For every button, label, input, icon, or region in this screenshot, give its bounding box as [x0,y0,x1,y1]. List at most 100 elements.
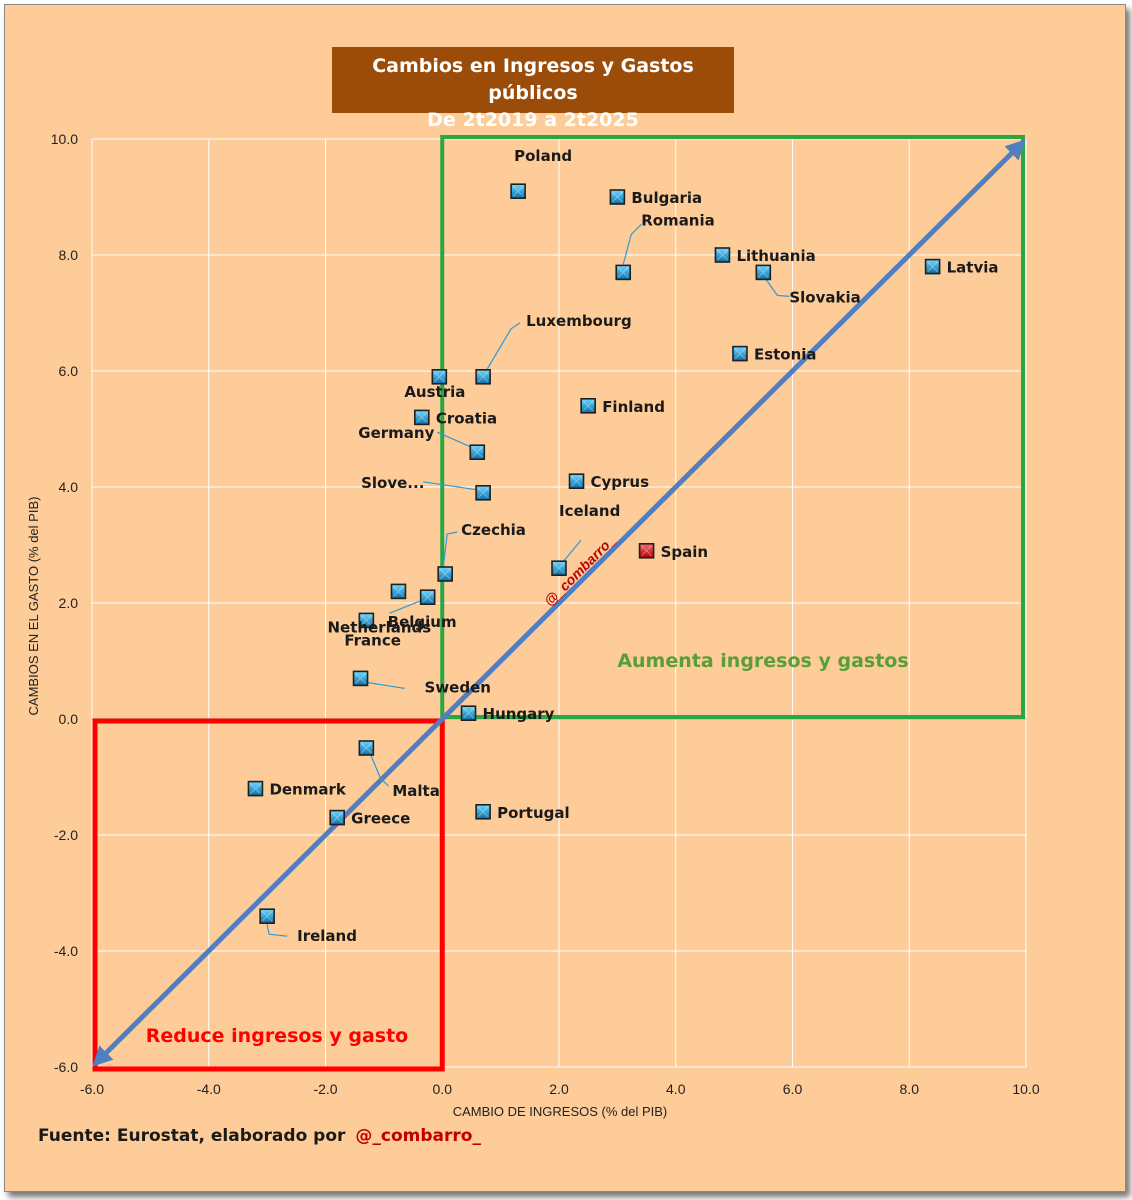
leader-line [423,481,478,491]
x-tick-label: 6.0 [783,1081,803,1097]
diagonal-arrow [92,139,1026,1067]
point-label: Belgium [388,613,457,631]
point-marker-bevel [477,371,489,383]
point-marker-bevel [717,249,728,261]
y-tick-label: 2.0 [59,595,79,611]
point-marker [329,809,345,826]
leader-line [389,600,420,614]
point-marker-bevel [393,586,404,597]
y-tick-label: -2.0 [54,827,78,843]
point-marker-bevel [471,446,483,458]
y-axis-title: CAMBIOS EN EL GASTO (% del PIB) [26,497,41,716]
point-marker [437,566,453,582]
source-text: Fuente: Eurostat, elaborado por [38,1126,346,1146]
point-label: Germany [358,424,434,442]
data-point [638,542,655,559]
data-point [475,368,491,385]
author-handle: @_combarro_ [355,1126,481,1146]
point-marker [580,397,596,414]
point-label: Lithuania [736,247,815,265]
x-tick-label: 0.0 [433,1081,453,1097]
data-point [414,409,430,426]
point-marker [475,484,491,501]
point-marker [259,908,275,925]
leader-line [442,531,458,569]
point-label: Malta [392,782,439,800]
point-marker-bevel [927,261,938,272]
point-label: Latvia [947,259,999,277]
point-label: Slovakia [789,288,860,306]
data-point [259,908,275,925]
point-label: Slove... [361,474,424,492]
point-label: Denmark [269,781,346,799]
y-tick-label: 8.0 [59,247,79,263]
y-tick-label: -4.0 [54,943,78,959]
data-point [714,247,731,263]
point-label: Poland [514,147,572,165]
point-marker-bevel [477,487,489,499]
data-point [419,589,436,606]
point-label: Romania [641,211,715,229]
point-marker [247,780,264,797]
point-marker [615,264,632,281]
point-marker-bevel [355,673,366,684]
data-point [247,780,264,797]
data-point [431,368,448,385]
point-marker [568,473,585,490]
data-point [924,258,941,275]
data-points [247,183,941,925]
data-point [475,803,491,820]
point-label: Luxembourg [526,312,632,330]
point-marker-bevel [433,371,445,383]
leader-line [622,223,642,265]
leader-line [366,681,405,689]
point-marker-bevel [641,545,652,557]
x-tick-label: -4.0 [197,1081,221,1097]
point-label: Greece [351,810,410,828]
y-tick-label: 4.0 [59,479,79,495]
point-marker [714,247,731,263]
chart-subtitle: De 2t2019 a 2t2025 [427,109,639,131]
data-point [469,444,486,461]
point-label: Cyprus [591,473,650,491]
axis-ticks: -6.0 -4.0 -2.0 0.0 2.0 4.0 6.0 8.0 10.0 -6.0 -4.0 -… [51,131,1040,1097]
point-label: Bulgaria [631,189,702,207]
point-label: Ireland [297,927,357,945]
point-marker-bevel [416,412,428,423]
leader-line [485,322,521,372]
y-tick-label: 0.0 [59,711,79,727]
data-point [352,670,369,687]
point-marker [352,670,369,687]
point-marker-bevel [422,591,434,603]
point-label: Hungary [483,705,555,723]
chart-title: Cambios en Ingresos y Gastos públicos [372,55,694,104]
point-label: Estonia [754,346,817,364]
region-label: Aumenta ingresos y gastos [617,650,908,672]
point-marker [475,803,491,820]
point-marker [460,705,477,722]
point-marker [431,368,448,385]
point-label: Austria [404,383,465,401]
data-point [755,264,772,281]
point-marker-bevel [361,615,372,626]
data-point [568,473,585,490]
point-marker-bevel [463,707,474,719]
point-marker [732,345,748,362]
data-point [390,583,407,600]
point-marker-bevel [261,910,273,922]
y-tick-label: 6.0 [59,363,79,379]
data-point [358,612,375,629]
point-marker-bevel [439,568,451,580]
leader-line [266,924,288,937]
x-tick-label: -2.0 [313,1081,337,1097]
x-tick-label: 10.0 [1012,1081,1039,1097]
point-label: Croatia [436,409,497,427]
point-label: Sweden [425,678,491,696]
point-marker-bevel [512,185,524,197]
point-marker-bevel [612,191,623,203]
x-tick-label: 2.0 [549,1081,569,1097]
x-tick-label: -6.0 [80,1081,104,1097]
data-point [437,566,453,582]
point-marker [924,258,941,275]
